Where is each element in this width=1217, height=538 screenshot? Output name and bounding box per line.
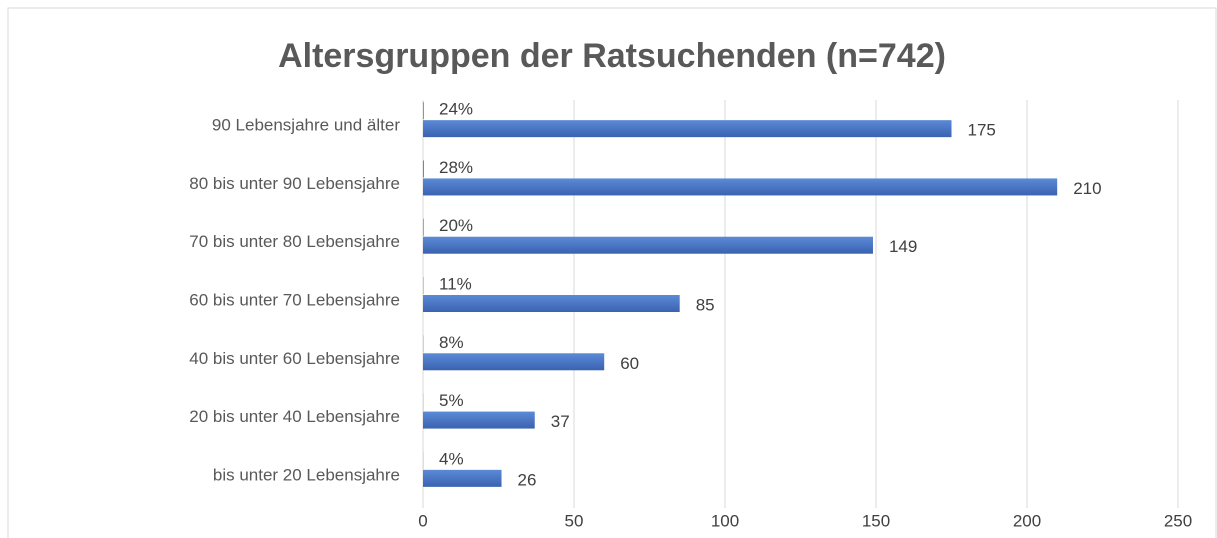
bar (423, 102, 424, 120)
bar (423, 353, 605, 371)
bar (423, 295, 680, 312)
bar (423, 469, 502, 487)
bar (423, 236, 873, 254)
y-tick-label: bis unter 20 Lebensjahre (213, 465, 400, 484)
y-tick-label: 60 bis unter 70 Lebensjahre (189, 290, 400, 309)
chart-title: Altersgruppen der Ratsuchenden (n=742) (278, 37, 946, 75)
data-label: 149 (889, 237, 917, 256)
data-label: 37 (551, 412, 570, 431)
bar (423, 160, 424, 178)
x-tick-label: 150 (862, 511, 890, 530)
data-label: 210 (1073, 179, 1101, 198)
data-label: 26 (518, 470, 537, 489)
x-tick-label: 50 (565, 511, 584, 530)
bar (423, 120, 952, 138)
y-tick-label: 20 bis unter 40 Lebensjahre (189, 407, 400, 426)
data-label: 11% (439, 274, 472, 293)
x-tick-label: 250 (1164, 511, 1192, 530)
x-tick-label: 100 (711, 511, 739, 530)
data-label: 85 (696, 295, 715, 314)
data-label: 8% (439, 333, 464, 352)
y-tick-label: 40 bis unter 60 Lebensjahre (189, 349, 400, 368)
y-tick-label: 80 bis unter 90 Lebensjahre (189, 174, 400, 193)
data-label: 4% (439, 449, 464, 468)
bar (423, 218, 424, 236)
x-tick-label: 0 (418, 511, 427, 530)
data-label: 5% (439, 391, 464, 410)
bar (423, 411, 535, 429)
data-label: 24% (439, 100, 473, 119)
chart-border (7, 7, 1217, 538)
y-tick-label: 90 Lebensjahre und älter (212, 116, 400, 135)
data-label: 60 (620, 354, 639, 373)
data-label: 20% (439, 216, 473, 235)
data-label: 28% (439, 158, 473, 177)
x-tick-label: 200 (1013, 511, 1041, 530)
bar (423, 178, 1058, 196)
y-tick-label: 70 bis unter 80 Lebensjahre (189, 232, 400, 251)
data-label: 175 (968, 121, 996, 140)
